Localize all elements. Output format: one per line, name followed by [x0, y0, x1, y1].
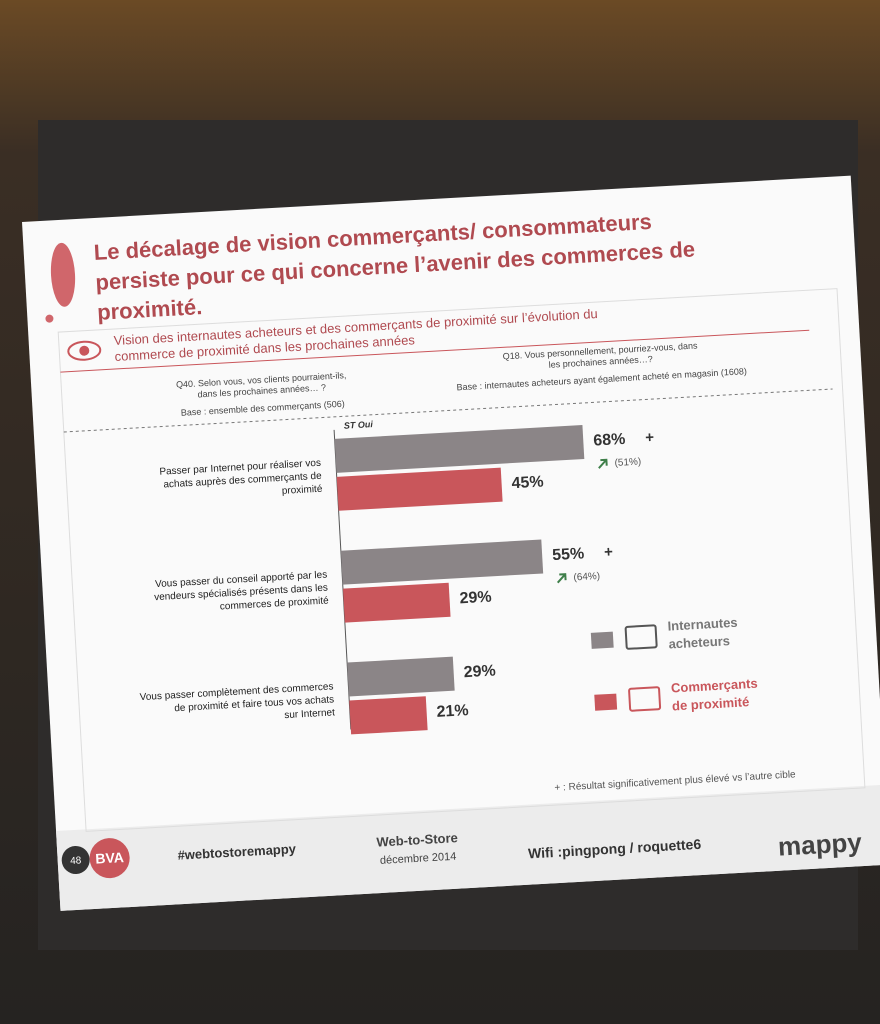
legend-icon: [624, 624, 658, 650]
bar: [336, 467, 503, 511]
hashtag: #webtostoremappy: [177, 841, 297, 863]
subtitle-rule: [60, 329, 810, 373]
footer-band: [56, 784, 880, 911]
previous-value: (51%): [614, 456, 641, 468]
content-frame: [57, 288, 866, 832]
title-dot: [45, 314, 54, 323]
slide: Le décalage de vision commerçants/ conso…: [22, 175, 880, 911]
significance: +: [645, 429, 655, 446]
category-label: Vous passer du conseil apporté par lesve…: [153, 569, 329, 616]
date: décembre 2014: [380, 851, 457, 867]
legend-icon: [628, 686, 662, 712]
legend-label: Commerçantsde proximité: [671, 676, 759, 714]
chart-header: ST Oui: [344, 419, 374, 431]
value-label: 29%: [459, 589, 492, 608]
bar: [347, 656, 455, 697]
bar: [334, 425, 585, 473]
legend-swatch: [590, 631, 614, 649]
bar: [340, 539, 544, 585]
event: Web-to-Store: [376, 830, 458, 850]
value-label: 29%: [463, 662, 496, 681]
legend-swatch: [594, 693, 618, 711]
title-mark: [50, 242, 76, 307]
slide-bg: [22, 175, 880, 911]
brand: BVA: [95, 849, 124, 867]
bar: [349, 696, 428, 735]
trend-arrow: [556, 573, 567, 584]
brand-badge: [89, 838, 130, 879]
logo: mappy: [777, 827, 863, 862]
value-label: 68%: [593, 431, 626, 450]
significance: +: [604, 544, 614, 561]
eye-icon: [67, 340, 102, 361]
value-label: 55%: [552, 545, 585, 564]
value-label: 21%: [436, 702, 469, 721]
previous-value: (64%): [573, 571, 600, 583]
value-label: 45%: [511, 474, 544, 493]
bar: [342, 582, 451, 623]
page-number: 48: [70, 855, 82, 867]
dashed-rule: [63, 388, 833, 433]
page-badge: [61, 845, 90, 874]
legend-label: Internautesacheteurs: [667, 615, 739, 652]
trend-arrow: [598, 458, 608, 469]
